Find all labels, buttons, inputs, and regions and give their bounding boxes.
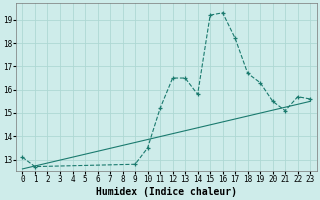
X-axis label: Humidex (Indice chaleur): Humidex (Indice chaleur) bbox=[96, 186, 237, 197]
